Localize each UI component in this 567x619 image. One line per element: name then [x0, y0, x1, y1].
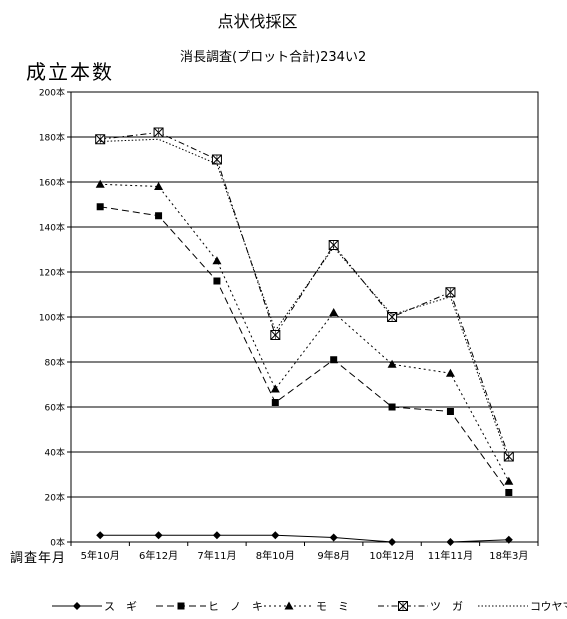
series-1-point: [446, 538, 455, 546]
series-2-point: [388, 403, 396, 411]
series-2-point: [155, 212, 163, 220]
x-tick-label: 9年8月: [317, 549, 350, 562]
series-1-point: [212, 531, 221, 540]
series-4-point: [270, 330, 281, 340]
series-1-point: [388, 538, 397, 546]
series-1-point: [154, 531, 163, 540]
chart-subtitle: 消長調査(プロット合計)234い2: [180, 50, 367, 65]
legend-marker-1: [73, 602, 81, 610]
series-4-point: [95, 134, 106, 145]
legend-label-4: ツ ガ: [430, 600, 463, 613]
series-line-3: [100, 183, 510, 482]
chart-title: 点状伐採区: [217, 12, 298, 31]
series-line-2: [100, 206, 510, 493]
series-2-point: [505, 489, 513, 496]
x-axis-label: 調査年月: [10, 551, 67, 566]
series-2-point: [213, 277, 221, 285]
x-tick-label: 6年12月: [139, 549, 178, 562]
series-line-1: [100, 534, 509, 543]
series-4-point: [211, 154, 222, 165]
series-3-point: [445, 368, 455, 377]
legend-label-2: ヒ ノ キ: [208, 600, 263, 613]
y-tick-label: 160本: [39, 177, 65, 189]
series-line-4: [100, 131, 510, 457]
legend-marker-4: [398, 601, 408, 611]
y-tick-label: 200本: [39, 87, 65, 99]
series-2-point: [446, 408, 454, 415]
series-4-point: [153, 127, 164, 138]
x-tick-label: 10年12月: [369, 549, 414, 562]
series-line-5: [100, 138, 510, 462]
series-2-point: [271, 399, 279, 406]
series-2-point: [96, 203, 104, 211]
x-tick-label: 7年11月: [197, 549, 236, 562]
x-tick-label: 18年3月: [489, 549, 528, 562]
y-tick-label: 20本: [45, 492, 65, 504]
series-3-point: [504, 476, 514, 485]
x-tick-label: 5年10月: [81, 549, 120, 562]
legend-label-3: モ ミ: [316, 600, 349, 613]
series-2-point: [330, 356, 338, 364]
legend-label-5: コウヤマキ: [530, 600, 567, 613]
series-3-point: [95, 179, 105, 188]
legend-marker-2: [177, 602, 185, 610]
series-1-point: [329, 533, 338, 542]
series-4-point: [445, 287, 456, 298]
y-tick-label: 140本: [39, 222, 65, 234]
y-tick-label: 180本: [39, 132, 65, 144]
y-tick-label: 120本: [39, 267, 65, 279]
series-4-point: [503, 451, 514, 462]
series-3-point: [329, 308, 339, 316]
y-tick-label: 100本: [39, 312, 65, 324]
legend-label-1: ス ギ: [104, 600, 137, 613]
y-axis-label: 成立本数: [26, 60, 114, 84]
series-1-point: [271, 531, 280, 540]
series-1-point: [504, 535, 513, 544]
series-3-point: [387, 359, 397, 368]
y-tick-label: 40本: [45, 447, 65, 459]
series-3-point: [270, 384, 280, 393]
y-tick-label: 80本: [45, 357, 65, 369]
x-tick-label: 11年11月: [428, 549, 473, 562]
series-4-point: [387, 312, 398, 322]
y-tick-label: 0本: [50, 537, 65, 549]
x-tick-label: 8年10月: [256, 549, 295, 562]
series-3-point: [154, 182, 164, 190]
series-3-point: [212, 256, 222, 265]
y-tick-label: 60本: [45, 402, 65, 414]
series-4-point: [328, 240, 339, 250]
series-1-point: [96, 531, 105, 540]
legend-marker-3: [284, 601, 294, 610]
